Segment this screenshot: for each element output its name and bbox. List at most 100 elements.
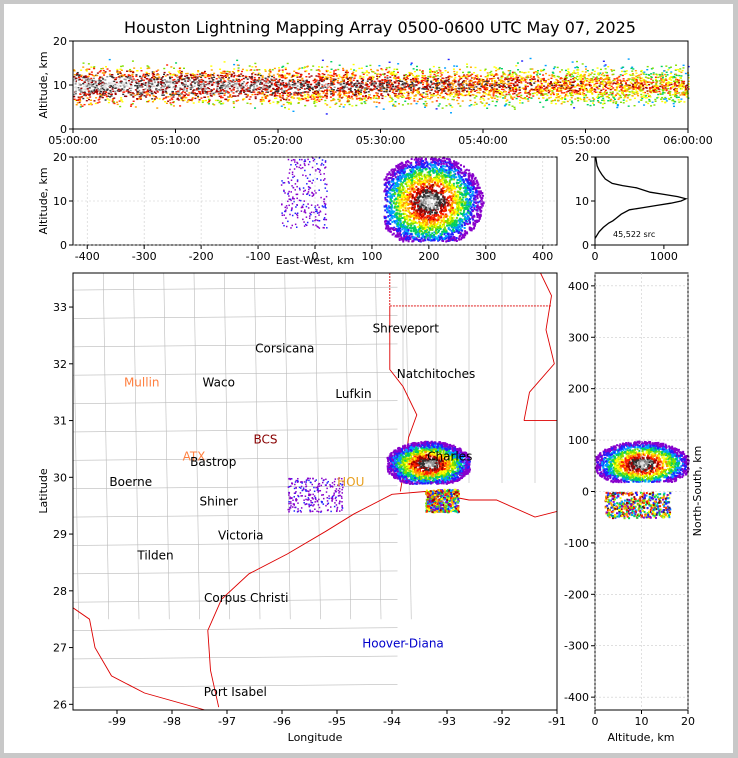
time-altitude-source <box>410 73 413 75</box>
time-altitude-source <box>674 90 677 92</box>
time-altitude-source <box>321 85 324 88</box>
time-altitude-source <box>659 74 662 76</box>
time-altitude-source <box>179 87 182 89</box>
time-altitude-source <box>468 81 471 83</box>
time-altitude-source <box>313 78 316 80</box>
time-altitude-source <box>444 67 447 69</box>
time-altitude-source <box>483 80 486 83</box>
time-altitude-source <box>548 83 551 85</box>
time-altitude-source <box>620 88 623 91</box>
time-altitude-source <box>498 68 501 70</box>
time-altitude-source <box>229 81 232 83</box>
time-altitude-source <box>267 91 270 93</box>
time-altitude-source <box>157 69 160 71</box>
time-altitude-source <box>486 82 489 84</box>
time-altitude-source <box>409 96 412 99</box>
time-altitude-source <box>634 83 637 85</box>
time-altitude-source <box>601 106 604 109</box>
time-altitude-source <box>493 91 496 93</box>
time-altitude-source <box>465 94 468 96</box>
time-altitude-source <box>332 78 335 80</box>
time-altitude-source <box>599 77 602 79</box>
time-altitude-source <box>631 70 634 72</box>
time-altitude-source <box>120 82 123 84</box>
time-altitude-source <box>88 68 91 70</box>
time-altitude-source <box>563 84 566 86</box>
time-altitude-source <box>399 86 402 89</box>
time-altitude-source <box>90 103 93 105</box>
time-altitude-source <box>613 97 616 99</box>
time-altitude-source <box>665 83 668 85</box>
time-altitude-source <box>324 99 327 102</box>
time-altitude-source <box>102 91 105 93</box>
time-altitude-source <box>469 99 472 102</box>
time-altitude-source <box>343 76 346 79</box>
time-altitude-source <box>261 83 264 85</box>
time-altitude-source <box>381 83 384 85</box>
time-altitude-source <box>457 94 460 96</box>
time-altitude-source <box>508 104 511 106</box>
time-altitude-source <box>633 93 636 95</box>
time-altitude-source <box>207 84 210 86</box>
time-altitude-source <box>304 70 307 73</box>
time-altitude-source <box>270 94 273 96</box>
time-altitude-source <box>153 81 156 83</box>
time-altitude-source <box>542 106 545 108</box>
time-altitude-source <box>308 82 311 84</box>
time-altitude-source <box>558 88 561 90</box>
time-altitude-source <box>381 85 384 87</box>
time-altitude-source <box>489 96 492 98</box>
time-altitude-source <box>212 84 215 86</box>
time-altitude-source <box>283 98 286 101</box>
time-altitude-source <box>225 74 228 76</box>
time-altitude-source <box>534 87 537 90</box>
time-altitude-source <box>236 75 239 77</box>
time-altitude-source <box>93 88 96 91</box>
time-altitude-source <box>359 92 362 94</box>
time-altitude-source <box>212 81 215 84</box>
time-altitude-source <box>281 95 284 97</box>
time-altitude-source <box>681 92 684 94</box>
time-altitude-source <box>347 80 350 83</box>
time-altitude-source <box>554 98 557 101</box>
time-altitude-source <box>366 71 369 73</box>
time-altitude-source <box>384 76 387 78</box>
time-altitude-source <box>606 95 609 98</box>
time-altitude-source <box>87 63 90 65</box>
time-altitude-source <box>339 83 342 85</box>
time-altitude-source <box>609 81 612 84</box>
time-altitude-source <box>470 89 473 91</box>
time-altitude-source <box>494 104 497 107</box>
time-altitude-source <box>680 75 683 77</box>
time-altitude-source <box>101 77 104 79</box>
time-altitude-source <box>438 87 441 89</box>
time-altitude-source <box>234 85 237 87</box>
time-altitude-source <box>652 87 655 90</box>
time-altitude-source <box>210 65 213 67</box>
time-altitude-source <box>529 68 532 70</box>
time-altitude-source <box>139 75 142 78</box>
time-altitude-source <box>675 64 678 66</box>
time-altitude-source <box>252 89 255 91</box>
time-altitude-source <box>272 87 275 90</box>
time-altitude-source <box>73 70 76 72</box>
time-altitude-source <box>86 88 89 90</box>
time-altitude-source <box>453 78 456 81</box>
time-altitude-source <box>611 83 614 85</box>
time-altitude-source <box>116 84 119 87</box>
time-altitude-source <box>194 94 197 96</box>
time-altitude-source <box>306 84 309 86</box>
time-altitude-source <box>254 81 257 83</box>
time-altitude-source <box>186 101 189 103</box>
time-altitude-source <box>181 88 184 90</box>
time-altitude-source <box>515 89 518 92</box>
time-altitude-source <box>461 90 464 92</box>
time-altitude-source <box>632 80 635 82</box>
time-altitude-source <box>580 75 583 77</box>
time-altitude-source <box>73 94 76 96</box>
time-altitude-source <box>654 100 657 103</box>
time-altitude-source <box>537 80 540 83</box>
time-altitude-source <box>242 77 245 80</box>
time-altitude-source <box>114 87 117 89</box>
time-altitude-source <box>287 92 290 94</box>
